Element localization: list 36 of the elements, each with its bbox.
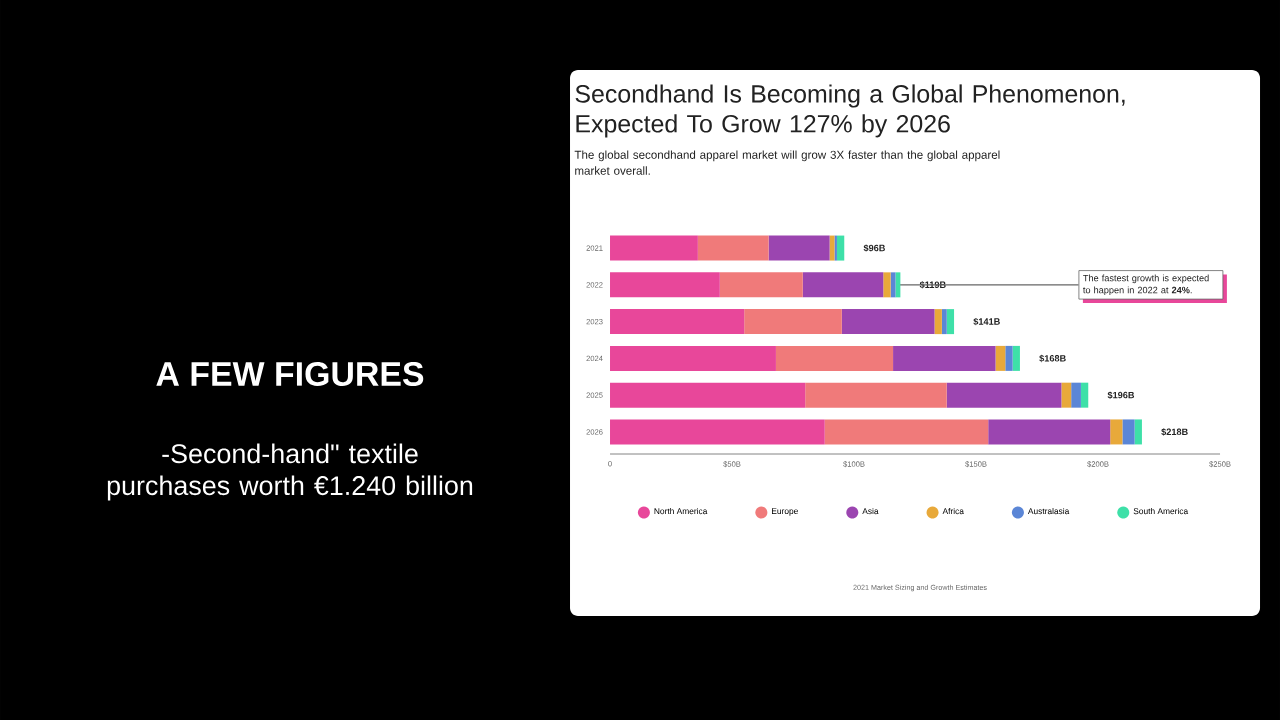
bar: [1061, 382, 1072, 408]
bar: [1012, 345, 1020, 371]
bar: [719, 272, 803, 298]
bar: [836, 235, 845, 261]
bar: [697, 235, 769, 261]
bar: [805, 382, 947, 408]
bar: [946, 382, 1062, 408]
bar: [1122, 419, 1135, 445]
chart-title: Secondhand Is Becoming a Global Phenomenon, Expected To Grow 127% by 2026: [575, 84, 1125, 138]
bar: [934, 309, 942, 335]
bar: [744, 309, 842, 335]
bar: [895, 272, 901, 298]
bar: [824, 419, 989, 445]
bar: [988, 419, 1111, 445]
bar: [1134, 419, 1142, 445]
bar: [610, 382, 806, 408]
bar: [610, 419, 825, 445]
bar: [995, 345, 1006, 371]
bar: [1080, 382, 1089, 408]
bar: [941, 309, 947, 335]
bar: [1005, 345, 1013, 371]
text: A FEW FIGURES: [156, 362, 424, 386]
bar: [610, 272, 720, 298]
bar: [610, 309, 745, 335]
bar: [1071, 382, 1081, 408]
bar: [610, 345, 776, 371]
bar: [946, 309, 955, 335]
text: -Second-hand" textile purchases worth €1.240 billion: [107, 443, 473, 501]
bar: [883, 272, 891, 298]
bar: [893, 345, 996, 371]
bar: [841, 309, 935, 335]
bar: [768, 235, 830, 261]
bar: [775, 345, 894, 371]
bar: [610, 235, 698, 261]
bar: [1110, 419, 1123, 445]
bar: [802, 272, 884, 298]
